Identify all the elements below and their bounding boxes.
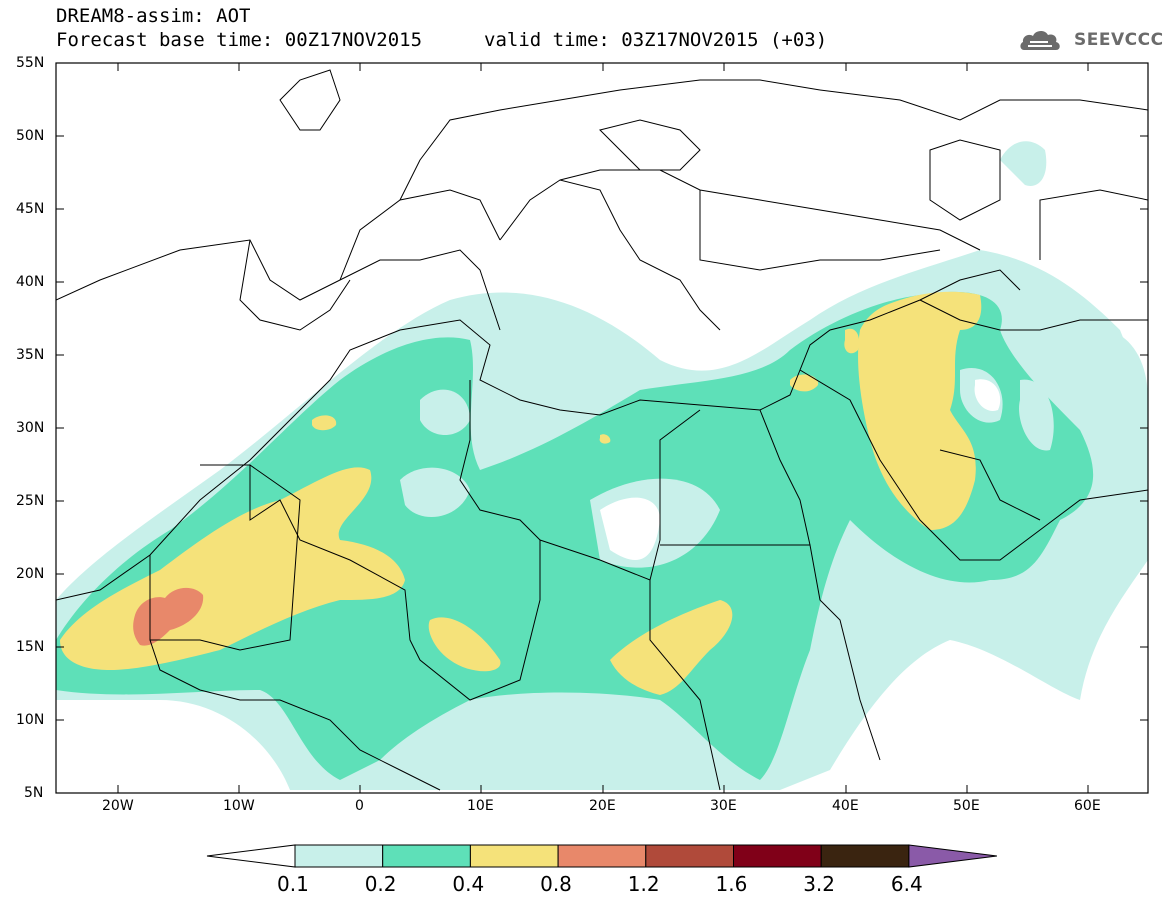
- colorbar-triangle-high: [908, 844, 997, 868]
- lon-label: 20W: [102, 798, 134, 814]
- colorbar-label: 1.6: [715, 872, 748, 896]
- lat-label: 20N: [16, 566, 45, 582]
- colorbar-label: 6.4: [890, 872, 923, 896]
- lon-label: 40E: [832, 798, 859, 814]
- lat-label: 30N: [16, 420, 45, 436]
- lat-label: 15N: [16, 639, 45, 655]
- colorbar-box: [733, 844, 822, 868]
- lon-label: 0: [355, 798, 364, 814]
- map-title: DREAM8-assim: AOT: [56, 5, 251, 27]
- forecast-base-time: Forecast base time: 00Z17NOV2015: [56, 29, 423, 51]
- lat-label: 35N: [16, 347, 45, 363]
- lon-label: 10W: [223, 798, 255, 814]
- colorbar-label: 0.4: [452, 872, 485, 896]
- colorbar-box: [557, 844, 647, 868]
- colorbar-box: [382, 844, 471, 868]
- lon-label: 50E: [953, 798, 980, 814]
- lon-label: 10E: [467, 798, 494, 814]
- axis-ticks: [56, 62, 1148, 793]
- colorbar-label: 1.2: [627, 872, 660, 896]
- colorbar-label: 3.2: [803, 872, 835, 896]
- colorbar-label: 0.1: [277, 872, 309, 896]
- logo-text: SEEVCCC: [1074, 30, 1164, 50]
- colorbar-label: 0.2: [364, 872, 397, 896]
- cloud-icon: [1020, 30, 1060, 50]
- lat-label: 50N: [16, 128, 45, 144]
- lat-label: 10N: [16, 712, 45, 728]
- lon-label: 60E: [1074, 798, 1101, 814]
- colorbar-box: [469, 844, 559, 868]
- lat-label: 55N: [16, 55, 45, 71]
- lon-label: 30E: [710, 798, 737, 814]
- colorbar-box: [820, 844, 910, 868]
- coastlines: [56, 69, 1148, 791]
- colorbar-triangle-low: [206, 844, 296, 868]
- colorbar-box: [294, 844, 384, 868]
- colorbar-label: 0.8: [540, 872, 572, 896]
- colorbar-box: [645, 844, 734, 868]
- lat-label: 5N: [24, 785, 44, 801]
- lat-label: 40N: [16, 274, 45, 290]
- lon-label: 20E: [589, 798, 616, 814]
- lat-label: 45N: [16, 201, 45, 217]
- lat-label: 25N: [16, 493, 45, 509]
- valid-time: valid time: 03Z17NOV2015 (+03): [484, 29, 828, 51]
